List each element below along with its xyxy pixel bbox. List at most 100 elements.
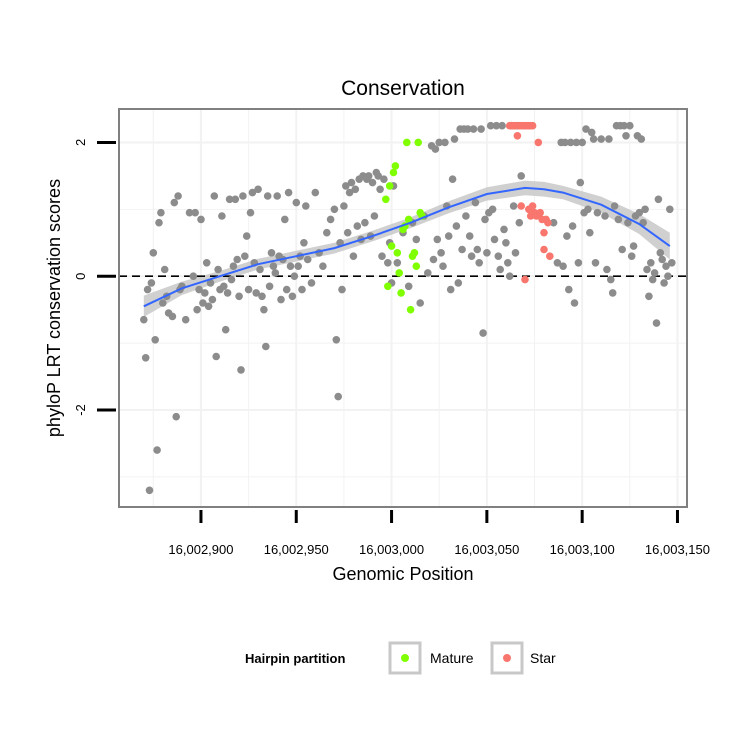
point-other xyxy=(643,265,651,274)
point-other xyxy=(170,198,179,207)
point-mature xyxy=(382,195,390,204)
point-other xyxy=(587,128,596,137)
point-other xyxy=(143,285,152,294)
point-other xyxy=(260,305,268,314)
point-other xyxy=(437,249,445,257)
point-mature xyxy=(395,269,404,277)
point-other xyxy=(244,285,253,294)
point-other xyxy=(479,329,487,337)
point-other xyxy=(439,262,447,271)
point-mature xyxy=(387,242,396,250)
point-other xyxy=(368,178,377,187)
panel-border xyxy=(118,108,688,508)
point-mature xyxy=(385,182,394,190)
point-other xyxy=(629,242,638,250)
legend-label-mature: Mature xyxy=(430,650,474,666)
point-other xyxy=(282,285,291,294)
point-other xyxy=(311,188,320,197)
point-other xyxy=(450,135,459,143)
point-other xyxy=(429,255,438,264)
point-other xyxy=(424,269,432,277)
point-other xyxy=(345,188,354,197)
point-other xyxy=(626,121,634,130)
point-other xyxy=(622,132,630,140)
point-other xyxy=(603,265,611,274)
point-other xyxy=(378,252,386,260)
point-other xyxy=(448,175,457,183)
point-other xyxy=(374,172,383,180)
point-other xyxy=(504,259,512,267)
point-other xyxy=(185,208,194,217)
point-other xyxy=(353,222,362,230)
point-other xyxy=(441,138,449,147)
point-other xyxy=(256,265,264,274)
point-other xyxy=(227,275,236,284)
point-other xyxy=(189,272,198,281)
point-other xyxy=(174,192,182,200)
point-other xyxy=(214,265,222,274)
point-other xyxy=(281,215,289,224)
point-other xyxy=(662,262,670,271)
point-other xyxy=(658,255,666,264)
legend: Hairpin partition Mature Star xyxy=(245,641,556,675)
point-other xyxy=(277,295,285,304)
point-other xyxy=(208,295,217,304)
point-other xyxy=(140,315,148,324)
x-tick-label: 16,003,000 xyxy=(359,542,424,557)
point-other xyxy=(570,299,579,307)
point-other xyxy=(155,218,163,227)
point-other xyxy=(464,125,472,133)
point-other xyxy=(197,215,205,224)
point-other xyxy=(195,285,203,294)
grid-lines xyxy=(119,109,687,507)
point-other xyxy=(351,185,360,194)
point-star xyxy=(521,275,529,284)
point-other xyxy=(201,289,209,297)
point-other xyxy=(566,138,575,147)
point-other xyxy=(553,259,562,267)
point-other xyxy=(565,285,573,294)
point-other xyxy=(467,252,476,260)
point-mature xyxy=(397,289,405,297)
point-other xyxy=(237,366,245,374)
y-tick-label: -2 xyxy=(73,404,88,416)
point-mature xyxy=(391,162,400,170)
point-other xyxy=(307,279,316,287)
point-other xyxy=(263,192,272,200)
point-other xyxy=(141,354,150,362)
point-other xyxy=(492,121,501,130)
x-axis: 16,002,900 16,002,950 16,003,000 16,003,050… xyxy=(168,510,710,557)
point-other xyxy=(220,282,228,291)
legend-dot-mature xyxy=(401,654,409,662)
point-other xyxy=(608,289,617,297)
point-other xyxy=(302,202,310,210)
point-mature xyxy=(389,168,398,177)
point-other xyxy=(149,249,158,257)
point-other xyxy=(576,178,585,187)
point-mature xyxy=(410,249,419,257)
point-mature xyxy=(414,138,423,147)
point-other xyxy=(265,282,274,291)
y-tick-label: 2 xyxy=(73,139,88,146)
point-other xyxy=(490,235,499,244)
point-star xyxy=(544,218,552,227)
point-other xyxy=(641,205,649,214)
point-other xyxy=(340,202,348,210)
point-other xyxy=(233,255,241,264)
point-other xyxy=(181,315,190,324)
point-other xyxy=(586,228,594,237)
point-other xyxy=(627,252,636,260)
point-other xyxy=(168,312,177,321)
point-other xyxy=(607,275,615,284)
point-other xyxy=(225,195,234,204)
legend-key-mature xyxy=(388,641,422,675)
x-tick-label: 16,003,050 xyxy=(454,542,519,557)
point-other xyxy=(284,188,293,197)
point-other xyxy=(574,259,583,267)
point-other xyxy=(160,265,169,274)
point-other xyxy=(477,125,485,133)
point-other xyxy=(288,292,297,301)
point-other xyxy=(202,259,211,267)
point-other xyxy=(416,299,425,307)
point-other xyxy=(380,175,388,183)
